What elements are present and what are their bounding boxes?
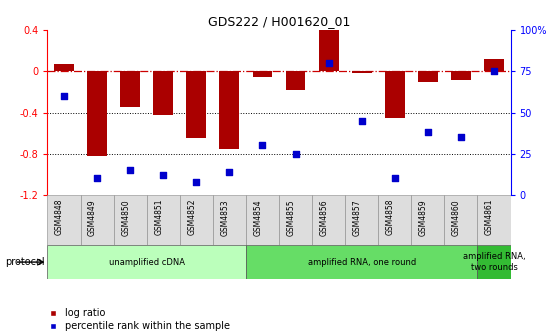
Text: GSM4853: GSM4853 <box>220 199 229 236</box>
Bar <box>411 195 444 245</box>
Text: GSM4855: GSM4855 <box>287 199 296 236</box>
Point <box>390 176 399 181</box>
Bar <box>246 245 478 279</box>
Text: GSM4854: GSM4854 <box>253 199 262 236</box>
Text: GSM4850: GSM4850 <box>121 199 130 236</box>
Bar <box>253 72 272 77</box>
Bar <box>87 72 107 156</box>
Bar <box>352 72 372 74</box>
Bar <box>213 195 246 245</box>
Point <box>192 179 201 184</box>
Bar <box>219 72 239 149</box>
Bar <box>312 195 345 245</box>
Point <box>357 118 366 123</box>
Bar <box>451 72 471 80</box>
Bar <box>319 30 339 72</box>
Bar <box>378 195 411 245</box>
Bar <box>246 195 279 245</box>
Legend: log ratio, percentile rank within the sample: log ratio, percentile rank within the sa… <box>50 308 230 331</box>
Bar <box>120 72 140 108</box>
Text: unamplified cDNA: unamplified cDNA <box>109 258 185 266</box>
Point <box>424 130 432 135</box>
Text: GSM4852: GSM4852 <box>187 199 196 236</box>
Point <box>158 172 167 178</box>
Text: GSM4857: GSM4857 <box>353 199 362 236</box>
Text: GSM4851: GSM4851 <box>154 199 163 236</box>
Point <box>126 167 134 173</box>
Text: amplified RNA, one round: amplified RNA, one round <box>307 258 416 266</box>
Bar <box>345 195 378 245</box>
Bar <box>478 245 511 279</box>
Text: GSM4858: GSM4858 <box>386 199 395 236</box>
Bar <box>444 195 478 245</box>
Bar <box>484 59 504 72</box>
Text: GSM4856: GSM4856 <box>320 199 329 236</box>
Bar <box>478 195 511 245</box>
Bar <box>418 72 438 82</box>
Bar <box>47 195 80 245</box>
Bar <box>180 195 213 245</box>
Text: GSM4848: GSM4848 <box>55 199 64 236</box>
Point <box>324 60 333 66</box>
Point <box>456 134 465 140</box>
Point <box>291 151 300 156</box>
Text: GSM4849: GSM4849 <box>88 199 97 236</box>
Title: GDS222 / H001620_01: GDS222 / H001620_01 <box>208 15 350 28</box>
Text: GSM4860: GSM4860 <box>452 199 461 236</box>
Point <box>489 69 498 74</box>
Bar <box>279 195 312 245</box>
Point <box>60 93 69 99</box>
Text: GSM4861: GSM4861 <box>485 199 494 236</box>
Point <box>225 169 234 174</box>
Point <box>93 176 102 181</box>
Bar <box>47 245 246 279</box>
Bar <box>114 195 147 245</box>
Bar <box>286 72 305 90</box>
Text: amplified RNA,
two rounds: amplified RNA, two rounds <box>463 252 525 272</box>
Bar <box>80 195 114 245</box>
Point <box>258 143 267 148</box>
Text: GSM4859: GSM4859 <box>419 199 428 236</box>
Bar <box>186 72 206 138</box>
Bar <box>385 72 405 118</box>
Bar <box>153 72 173 115</box>
Bar <box>54 64 74 72</box>
Text: protocol: protocol <box>6 257 45 267</box>
Bar <box>147 195 180 245</box>
